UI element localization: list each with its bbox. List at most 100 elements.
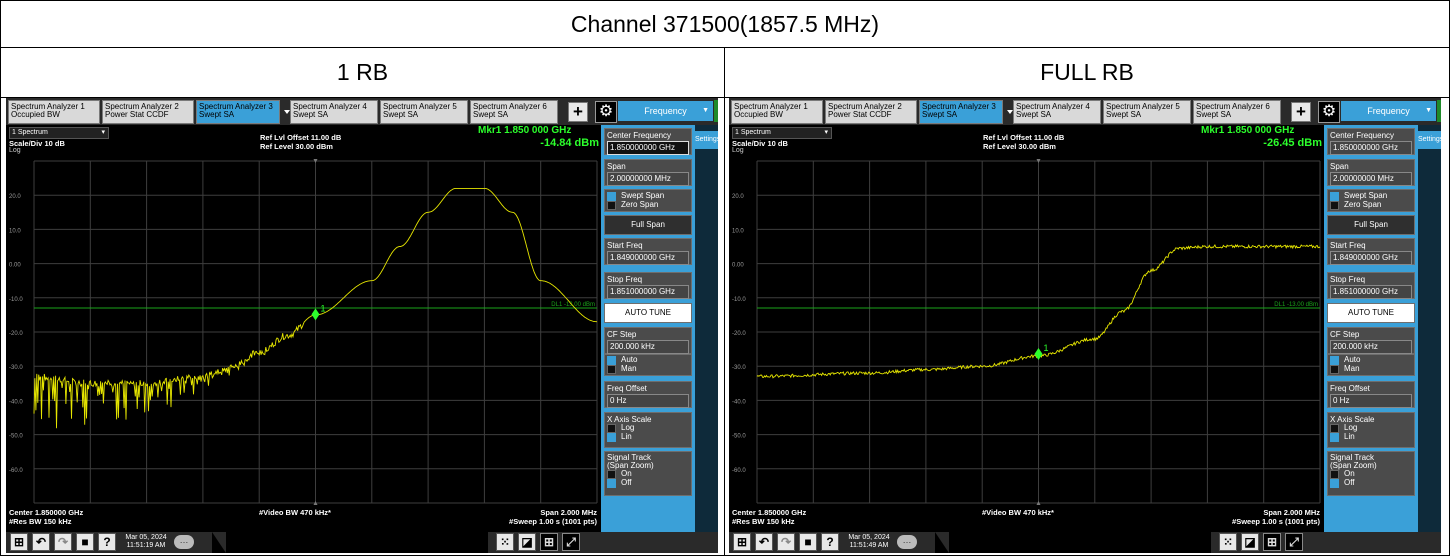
span-key[interactable]: Span 2.00000000 MHz [1327, 159, 1415, 186]
cf-step-mode-key[interactable]: Auto Man [604, 354, 692, 376]
freq-offset-key[interactable]: Freq Offset 0 Hz [604, 381, 692, 408]
help-icon[interactable]: ? [821, 533, 839, 551]
tab-spectrum-analyzer-5[interactable]: Spectrum Analyzer 5 Swept SA [380, 100, 468, 124]
off-option[interactable]: Off [605, 479, 691, 488]
x-axis-scale-key[interactable]: X Axis Scale Log Lin [604, 412, 692, 448]
frequency-menu-button[interactable]: Frequency ▼ [618, 101, 713, 121]
tab-dropdown-icon[interactable] [1007, 110, 1013, 114]
frequency-menu-button[interactable]: Frequency ▼ [1341, 101, 1436, 121]
undo-icon[interactable]: ↶ [755, 533, 773, 551]
center-frequency-key[interactable]: Center Frequency 1.850000000 GHz [604, 128, 692, 155]
auto-tune-button[interactable]: AUTO TUNE [1327, 303, 1415, 323]
chat-bubble-icon[interactable]: … [897, 535, 917, 549]
signal-track-key[interactable]: Signal Track (Span Zoom) On Off [604, 451, 692, 496]
panel-edge-indicator [714, 100, 718, 122]
undo-icon[interactable]: ↶ [32, 533, 50, 551]
signal-track-key[interactable]: Signal Track (Span Zoom) On Off [1327, 451, 1415, 496]
auto-option[interactable]: Auto [605, 356, 691, 365]
tab-spectrum-analyzer-1[interactable]: Spectrum Analyzer 1 Occupied BW [731, 100, 823, 124]
grid-icon[interactable]: ⁙ [496, 533, 514, 551]
gear-icon[interactable]: ⚙ [1318, 101, 1340, 123]
start-freq-key[interactable]: Start Freq 1.849000000 GHz [604, 238, 692, 265]
tab-spectrum-analyzer-5[interactable]: Spectrum Analyzer 5 Swept SA [1103, 100, 1191, 124]
center-frequency-field[interactable]: 1.850000000 GHz [607, 141, 689, 155]
freq-offset-field[interactable]: 0 Hz [1330, 394, 1412, 408]
tab-spectrum-analyzer-6[interactable]: Spectrum Analyzer 6 Swept SA [1193, 100, 1281, 124]
log-option[interactable]: Log [605, 424, 691, 433]
redo-icon[interactable]: ↷ [54, 533, 72, 551]
freq-offset-key[interactable]: Freq Offset 0 Hz [1327, 381, 1415, 408]
file-icon[interactable]: ■ [799, 533, 817, 551]
full-span-button[interactable]: Full Span [1327, 215, 1415, 235]
windows-start-icon[interactable]: ⊞ [10, 533, 28, 551]
layout-icon[interactable]: ⊞ [1263, 533, 1281, 551]
on-option[interactable]: On [605, 470, 691, 479]
stop-freq-key[interactable]: Stop Freq 1.851000000 GHz [604, 272, 692, 299]
redo-icon[interactable]: ↷ [777, 533, 795, 551]
gear-icon[interactable]: ⚙ [595, 101, 617, 123]
add-screen-button[interactable]: + [568, 102, 588, 122]
tab-spectrum-analyzer-4[interactable]: Spectrum Analyzer 4 Swept SA [1013, 100, 1101, 124]
center-frequency-field[interactable]: 1.850000000 GHz [1330, 141, 1412, 155]
tab-spectrum-analyzer-1[interactable]: Spectrum Analyzer 1 Occupied BW [8, 100, 100, 124]
start-freq-field[interactable]: 1.849000000 GHz [607, 251, 689, 265]
tab-spectrum-analyzer-2[interactable]: Spectrum Analyzer 2 Power Stat CCDF [102, 100, 194, 124]
span-mode-key[interactable]: Swept Span Zero Span [1327, 189, 1415, 212]
swept-span-option[interactable]: Swept Span [605, 192, 691, 201]
tab-dropdown-icon[interactable] [284, 110, 290, 114]
cf-step-field[interactable]: 200.000 kHz [1330, 340, 1412, 354]
start-freq-key[interactable]: Start Freq 1.849000000 GHz [1327, 238, 1415, 265]
freq-offset-field[interactable]: 0 Hz [607, 394, 689, 408]
center-frequency-key[interactable]: Center Frequency 1.850000000 GHz [1327, 128, 1415, 155]
help-icon[interactable]: ? [98, 533, 116, 551]
maximize-icon[interactable]: ⤢ [562, 533, 580, 551]
stop-freq-key[interactable]: Stop Freq 1.851000000 GHz [1327, 272, 1415, 299]
screenshot-icon[interactable]: ◪ [1241, 533, 1259, 551]
tab-spectrum-analyzer-3[interactable]: Spectrum Analyzer 3 Swept SA [196, 100, 280, 124]
stop-freq-field[interactable]: 1.851000000 GHz [607, 285, 689, 299]
off-option[interactable]: Off [1328, 479, 1414, 488]
full-span-button[interactable]: Full Span [604, 215, 692, 235]
x-axis-scale-key[interactable]: X Axis Scale Log Lin [1327, 412, 1415, 448]
zero-span-option[interactable]: Zero Span [1328, 201, 1414, 210]
windows-start-icon[interactable]: ⊞ [733, 533, 751, 551]
settings-tab[interactable]: Settings [695, 131, 718, 149]
span-zoom-label: (Span Zoom) [1330, 461, 1377, 470]
span-mode-key[interactable]: Swept Span Zero Span [604, 189, 692, 212]
zero-span-option[interactable]: Zero Span [605, 201, 691, 210]
lin-option[interactable]: Lin [1328, 433, 1414, 442]
span-field[interactable]: 2.00000000 MHz [607, 172, 689, 186]
span-field[interactable]: 2.00000000 MHz [1330, 172, 1412, 186]
add-screen-button[interactable]: + [1291, 102, 1311, 122]
grid-icon[interactable]: ⁙ [1219, 533, 1237, 551]
settings-tab[interactable]: Settings [1418, 131, 1441, 149]
cf-step-field[interactable]: 200.000 kHz [607, 340, 689, 354]
maximize-icon[interactable]: ⤢ [1285, 533, 1303, 551]
start-freq-field[interactable]: 1.849000000 GHz [1330, 251, 1412, 265]
span-key[interactable]: Span 2.00000000 MHz [604, 159, 692, 186]
on-option[interactable]: On [1328, 470, 1414, 479]
log-option[interactable]: Log [1328, 424, 1414, 433]
lin-option[interactable]: Lin [605, 433, 691, 442]
window-selector[interactable]: 1 Spectrum ▾ [732, 127, 832, 139]
cf-step-key[interactable]: CF Step 200.000 kHz [604, 327, 692, 354]
auto-tune-button[interactable]: AUTO TUNE [604, 303, 692, 323]
swept-span-option[interactable]: Swept Span [1328, 192, 1414, 201]
window-selector[interactable]: 1 Spectrum ▾ [9, 127, 109, 139]
tab-spectrum-analyzer-3[interactable]: Spectrum Analyzer 3 Swept SA [919, 100, 1003, 124]
tab-spectrum-analyzer-2[interactable]: Spectrum Analyzer 2 Power Stat CCDF [825, 100, 917, 124]
cf-step-key[interactable]: CF Step 200.000 kHz [1327, 327, 1415, 354]
auto-option[interactable]: Auto [1328, 356, 1414, 365]
freq-offset-label: Freq Offset [607, 384, 647, 393]
tab-spectrum-analyzer-4[interactable]: Spectrum Analyzer 4 Swept SA [290, 100, 378, 124]
screenshot-icon[interactable]: ◪ [518, 533, 536, 551]
cf-step-mode-key[interactable]: Auto Man [1327, 354, 1415, 376]
man-option[interactable]: Man [605, 365, 691, 374]
man-option[interactable]: Man [1328, 365, 1414, 374]
tab-spectrum-analyzer-6[interactable]: Spectrum Analyzer 6 Swept SA [470, 100, 558, 124]
stop-freq-field[interactable]: 1.851000000 GHz [1330, 285, 1412, 299]
ref-level-offset: Ref Lvl Offset 11.00 dB [260, 133, 342, 142]
chat-bubble-icon[interactable]: … [174, 535, 194, 549]
file-icon[interactable]: ■ [76, 533, 94, 551]
layout-icon[interactable]: ⊞ [540, 533, 558, 551]
